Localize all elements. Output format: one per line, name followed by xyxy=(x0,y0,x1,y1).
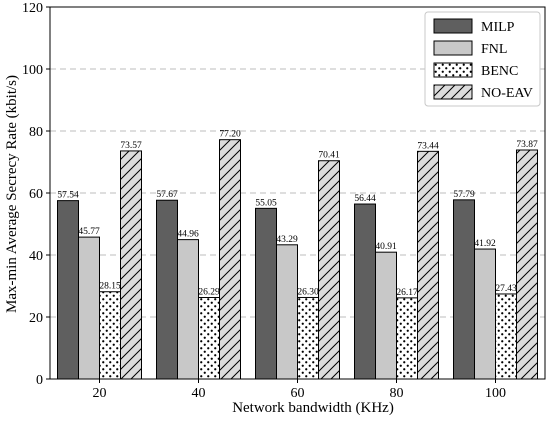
legend-label: FNL xyxy=(481,42,507,57)
legend-swatch-milp xyxy=(433,18,473,34)
data-label: 77.20 xyxy=(219,130,241,140)
data-label: 57.79 xyxy=(453,190,475,200)
x-tick-label: 60 xyxy=(291,386,305,401)
y-tick-label: 40 xyxy=(29,249,43,264)
legend-label: NO-EAV xyxy=(481,86,533,101)
data-label: 41.92 xyxy=(474,239,496,249)
bar-milp xyxy=(354,203,376,380)
bar-milp xyxy=(453,199,475,380)
bar-no-eav xyxy=(516,149,538,380)
y-tick-label: 80 xyxy=(29,125,43,140)
bars xyxy=(57,139,538,380)
bar-benc xyxy=(297,296,319,380)
data-label: 45.77 xyxy=(78,227,100,237)
bar-fnl xyxy=(474,248,496,380)
legend-swatch-fnl xyxy=(433,40,473,56)
axes: 0 20 40 60 80 100 120 20 40 60 80 100 xyxy=(22,1,546,401)
data-label: 44.96 xyxy=(177,230,199,240)
legend-swatch-no-eav xyxy=(433,84,473,100)
x-tick-label: 20 xyxy=(93,386,107,401)
bar-benc xyxy=(396,297,418,380)
legend: MILP FNL BENC NO-EAV xyxy=(424,11,541,107)
data-label: 57.54 xyxy=(57,191,79,201)
x-tick-label: 80 xyxy=(390,386,404,401)
bar-no-eav xyxy=(417,150,439,380)
bar-no-eav xyxy=(120,150,142,380)
data-label: 56.44 xyxy=(354,194,376,204)
legend-swatch-benc xyxy=(433,62,473,78)
bar-no-eav xyxy=(318,160,340,380)
y-tick-label: 0 xyxy=(36,373,43,388)
data-labels: 57.54 57.67 55.05 56.44 57.79 45.77 44.96 43.29… xyxy=(57,130,538,298)
data-label: 70.41 xyxy=(318,151,340,161)
bar-no-eav xyxy=(219,139,241,380)
bar-milp xyxy=(156,199,178,380)
legend-label: BENC xyxy=(481,64,518,79)
data-label: 27.43 xyxy=(495,284,517,294)
data-label: 43.29 xyxy=(276,235,298,245)
bar-fnl xyxy=(375,251,397,380)
plot-frame xyxy=(49,6,546,380)
bar-milp xyxy=(255,207,277,380)
x-tick-label: 100 xyxy=(485,386,506,401)
bar-benc xyxy=(198,297,220,380)
data-label: 73.57 xyxy=(120,141,142,151)
x-axis-label: Network bandwidth (KHz) xyxy=(232,400,394,416)
data-label: 26.29 xyxy=(198,288,220,298)
y-tick-label: 100 xyxy=(22,63,43,78)
bar-milp xyxy=(57,200,79,380)
bar-fnl xyxy=(276,244,298,380)
y-tick-label: 120 xyxy=(22,1,43,16)
data-label: 73.44 xyxy=(417,141,439,151)
data-label: 40.91 xyxy=(375,242,397,252)
x-tick-label: 40 xyxy=(192,386,206,401)
legend-box xyxy=(424,11,541,107)
bar-fnl xyxy=(78,236,100,380)
legend-label: MILP xyxy=(481,20,515,35)
data-label: 73.87 xyxy=(516,140,538,150)
y-axis-label: Max-min Average Secrecy Rate (kbit/s) xyxy=(4,75,20,313)
data-label: 28.15 xyxy=(99,282,121,292)
bar-benc xyxy=(99,291,121,380)
data-label: 26.30 xyxy=(297,287,319,297)
data-label: 55.05 xyxy=(255,198,277,208)
data-label: 26.17 xyxy=(396,288,418,298)
y-tick-label: 20 xyxy=(29,311,43,326)
data-label: 57.67 xyxy=(156,190,178,200)
bar-benc xyxy=(495,293,517,380)
bar-fnl xyxy=(177,239,199,380)
y-tick-label: 60 xyxy=(29,187,43,202)
